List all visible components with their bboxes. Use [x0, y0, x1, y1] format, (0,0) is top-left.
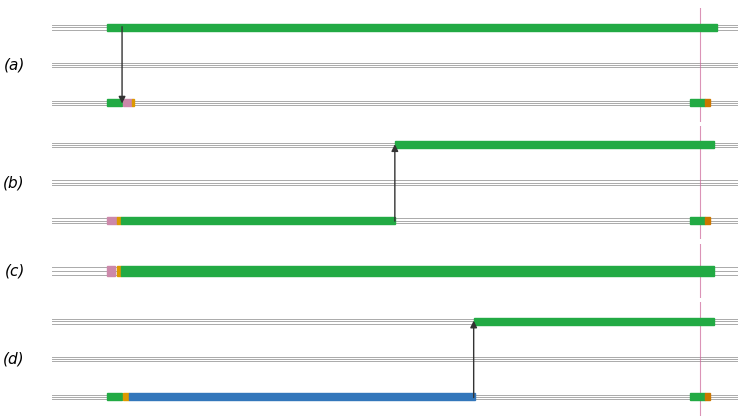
- Bar: [129, 394, 475, 400]
- Bar: [116, 266, 121, 276]
- Bar: [107, 24, 717, 31]
- Bar: [705, 394, 710, 400]
- Text: (b): (b): [3, 175, 25, 190]
- Bar: [107, 217, 116, 224]
- Bar: [132, 100, 134, 106]
- Bar: [107, 100, 122, 106]
- Bar: [116, 217, 121, 224]
- Bar: [124, 394, 129, 400]
- Bar: [474, 318, 714, 325]
- Bar: [107, 266, 115, 276]
- Bar: [690, 394, 705, 400]
- Bar: [121, 217, 395, 224]
- Bar: [690, 100, 705, 106]
- Text: (a): (a): [4, 58, 25, 73]
- Bar: [705, 100, 710, 106]
- Bar: [121, 266, 714, 276]
- Bar: [395, 142, 714, 148]
- Text: (d): (d): [3, 352, 25, 367]
- Text: (c): (c): [4, 263, 25, 278]
- Bar: [690, 217, 705, 224]
- Bar: [705, 217, 710, 224]
- Bar: [124, 100, 132, 106]
- Bar: [107, 394, 122, 400]
